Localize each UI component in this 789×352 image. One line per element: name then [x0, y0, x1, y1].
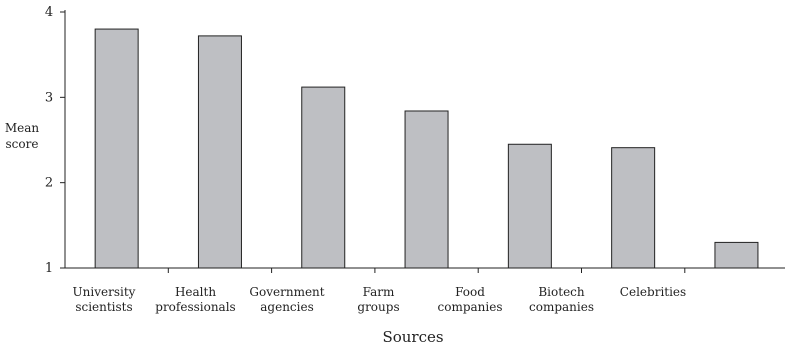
x-tick-label: Farm groups: [357, 285, 399, 314]
bar: [94, 28, 139, 269]
bar: [301, 86, 346, 269]
x-tick-label-line: scientists: [75, 300, 132, 314]
y-tick-label: 4: [45, 5, 53, 20]
bar: [197, 35, 242, 269]
x-axis-title: Sources: [382, 328, 443, 346]
x-tick-label: Government agencies: [249, 285, 324, 314]
y-axis-title: Mean score: [5, 121, 40, 151]
x-tick-label: University scientists: [73, 285, 136, 314]
bar: [611, 147, 656, 269]
bar: [507, 143, 552, 269]
y-tick-label: 2: [45, 176, 53, 191]
x-tick-label: Celebrities: [620, 285, 686, 299]
x-tick-label-line: groups: [357, 300, 399, 314]
x-tick-label: Health professionals: [155, 285, 235, 314]
y-axis-title-line: Mean: [5, 121, 40, 135]
x-tick-label-line: companies: [438, 300, 503, 314]
y-axis-title-line: score: [6, 137, 39, 151]
x-tick-label-line: University: [73, 285, 136, 299]
x-tick-label-line: professionals: [155, 300, 235, 314]
x-tick-label-line: Farm: [363, 285, 395, 299]
x-tick-label-line: companies: [529, 300, 594, 314]
y-tick-label: 1: [45, 261, 53, 276]
x-tick-label: Food companies: [438, 285, 503, 314]
x-tick-label-line: Food: [455, 285, 485, 299]
x-tick-label-line: Government: [249, 285, 324, 299]
x-tick-label-line: Celebrities: [620, 285, 686, 299]
y-tick-label: 3: [45, 90, 53, 105]
x-tick-label-line: agencies: [260, 300, 313, 314]
bar: [404, 110, 449, 269]
x-tick-label: Biotech companies: [529, 285, 594, 314]
x-tick-label-line: Biotech: [538, 285, 585, 299]
x-tick-label-line: Health: [175, 285, 216, 299]
bar: [714, 241, 759, 269]
